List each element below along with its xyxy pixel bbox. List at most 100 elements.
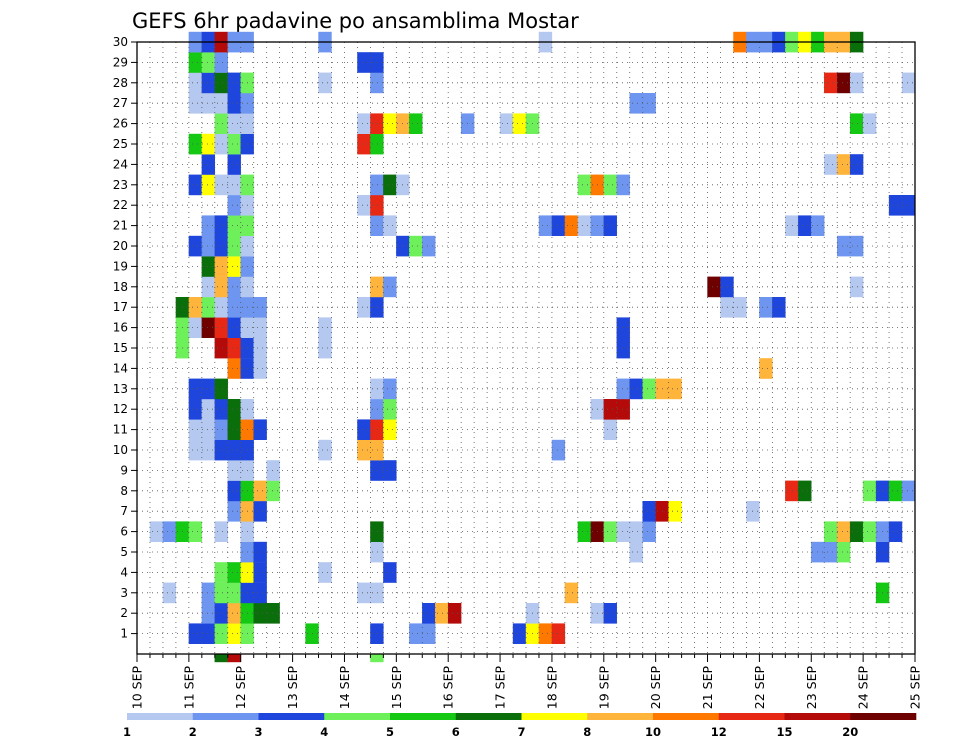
cell-58-8 — [888, 480, 903, 502]
cell-7-25 — [227, 133, 241, 155]
colorbar-swatch-7 — [587, 713, 654, 720]
cell-6-23 — [214, 174, 228, 196]
cell-7-7 — [227, 501, 241, 522]
cell-6-2 — [214, 603, 228, 624]
x-tick-label-3: 13 SEP — [285, 666, 300, 710]
y-tick-label-18: 18 — [113, 280, 128, 294]
cell-5-25 — [201, 133, 215, 155]
colorbar-swatch-5 — [455, 713, 522, 720]
cell-5-17 — [201, 297, 215, 318]
cell-19-12 — [383, 399, 397, 420]
cell-6-16 — [214, 317, 228, 338]
y-tick-label-30: 30 — [113, 35, 128, 49]
cell-14-4 — [318, 562, 332, 583]
cell-5-18 — [201, 276, 215, 298]
cell-31-21 — [538, 215, 553, 236]
cell-19-26 — [383, 113, 397, 134]
y-tick-label-14: 14 — [113, 361, 128, 375]
cell-54-24 — [837, 154, 851, 175]
cell-7-27 — [227, 93, 241, 114]
y-tick-label-8: 8 — [120, 484, 128, 498]
cell-56-8 — [862, 480, 877, 502]
cell-18-1 — [370, 623, 384, 644]
cell-17-26 — [357, 113, 371, 134]
cell-41-7 — [668, 501, 682, 522]
cell-6-26 — [214, 113, 228, 134]
cell-37-15 — [616, 337, 630, 359]
cell-19-9 — [383, 460, 397, 481]
cell-7-2 — [227, 603, 241, 624]
cell-39-13 — [642, 378, 656, 400]
colorbar-swatch-10 — [784, 713, 851, 720]
cell-9-8 — [253, 480, 267, 502]
cell-29-1 — [512, 623, 527, 644]
cell-4-28 — [188, 72, 203, 94]
cell-5-3 — [201, 582, 215, 604]
y-tick-label-28: 28 — [113, 76, 128, 90]
cell-37-6 — [616, 521, 630, 542]
cell-19-18 — [383, 276, 397, 298]
cell-18-28 — [370, 72, 384, 94]
x-tick-label-12: 22 SEP — [752, 666, 767, 710]
cell-9-2 — [253, 603, 267, 624]
cell-19-13 — [383, 378, 397, 400]
x-tick-label-14: 24 SEP — [856, 666, 871, 710]
cell-14-28 — [318, 72, 332, 94]
cell-46-17 — [733, 297, 747, 318]
cell-55-18 — [849, 276, 864, 298]
cell-23-2 — [435, 603, 449, 624]
cell-59-28 — [901, 72, 916, 94]
cell-38-6 — [629, 521, 643, 542]
colorbar-label-7: 8 — [583, 725, 591, 739]
cell-9-11 — [253, 419, 267, 440]
colorbar-label-2: 3 — [254, 725, 262, 739]
colorbar-swatch-2 — [258, 713, 325, 720]
cell-18-13 — [370, 378, 384, 400]
cell-7-10 — [227, 439, 241, 461]
cell-4-10 — [188, 439, 203, 461]
y-tick-label-2: 2 — [120, 606, 128, 620]
cell-5-10 — [201, 439, 215, 461]
chart-title: GEFS 6hr padavine po ansamblima Mostar — [132, 9, 579, 33]
cell-18-12 — [370, 399, 384, 420]
cell-18-21 — [370, 215, 384, 236]
cell-7-17 — [227, 297, 241, 318]
cell-54-5 — [837, 541, 851, 563]
colorbar-label-0: 1 — [123, 725, 131, 739]
y-tick-label-21: 21 — [113, 219, 128, 233]
cell-22-2 — [422, 603, 436, 624]
cell-37-23 — [616, 174, 630, 196]
cell-21-26 — [409, 113, 423, 134]
cell-7-4 — [227, 562, 241, 583]
cell-4-27 — [188, 93, 203, 114]
cell-17-22 — [357, 195, 371, 216]
cell-18-26 — [370, 113, 384, 134]
y-tick-label-11: 11 — [113, 423, 128, 437]
y-tick-label-23: 23 — [113, 178, 128, 192]
cell-6-29 — [214, 52, 228, 73]
cell-7-20 — [227, 235, 241, 257]
cell-6-10 — [214, 439, 228, 461]
x-tick-label-2: 12 SEP — [233, 666, 248, 710]
cell-32-1 — [551, 623, 566, 644]
cell-53-24 — [824, 154, 838, 175]
cell-4-20 — [188, 235, 203, 257]
cell-50-8 — [785, 480, 799, 502]
cell-5-1 — [201, 623, 215, 644]
colorbar-label-9: 12 — [711, 725, 727, 739]
cell-56-26 — [862, 113, 877, 134]
cell-18-10 — [370, 439, 384, 461]
y-tick-label-24: 24 — [113, 157, 128, 171]
cell-6-6 — [214, 521, 228, 542]
x-tick-label-8: 18 SEP — [544, 666, 559, 710]
x-tick-label-9: 19 SEP — [596, 666, 611, 710]
cell-17-10 — [357, 439, 371, 461]
cell-45-18 — [720, 276, 734, 298]
cell-10-8 — [266, 480, 280, 502]
colorbar-swatch-3 — [324, 713, 391, 720]
cell-18-6 — [370, 521, 384, 542]
cell-2-3 — [162, 582, 177, 604]
cell-19-4 — [383, 562, 397, 583]
y-tick-label-16: 16 — [113, 321, 128, 335]
x-tick-label-6: 16 SEP — [441, 666, 456, 710]
